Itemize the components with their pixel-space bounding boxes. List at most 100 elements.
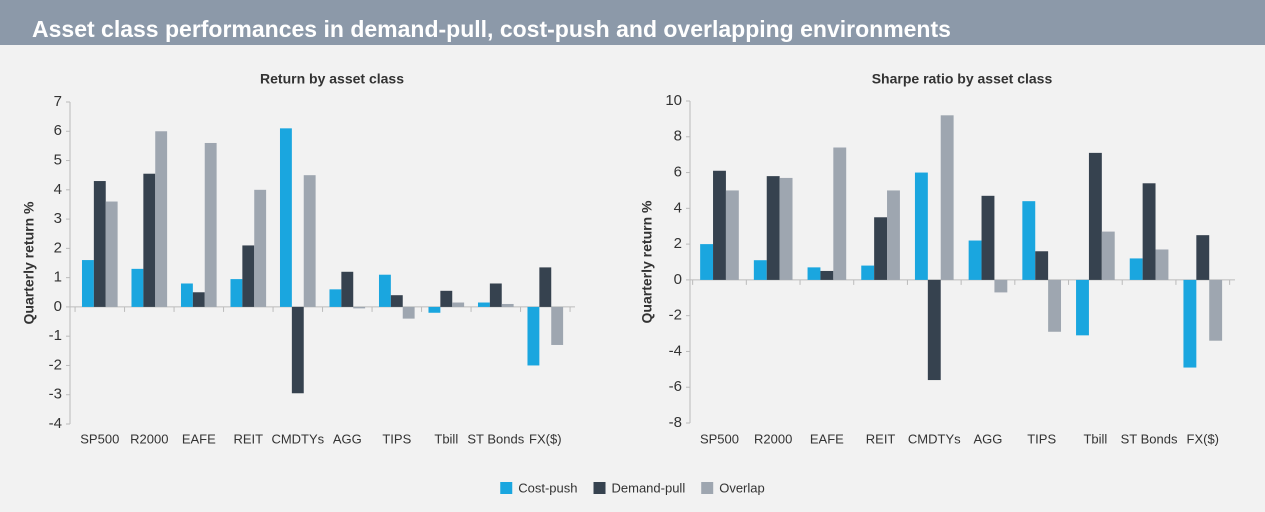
bar	[230, 279, 243, 307]
page-title: Asset class performances in demand-pull,…	[32, 16, 951, 42]
y-axis-label: Quarterly return %	[21, 201, 37, 324]
bar	[1183, 279, 1197, 368]
bar	[539, 267, 552, 307]
x-tick-label: CMDTYs	[908, 431, 961, 446]
x-tick-label: CMDTYs	[271, 431, 324, 446]
bar	[378, 274, 391, 307]
bar	[291, 306, 304, 394]
x-tick-label: Tbill	[434, 431, 458, 446]
legend-label: Demand-pull	[612, 480, 686, 495]
x-tick-label: SP500	[700, 431, 739, 446]
bar	[501, 303, 514, 307]
bar	[353, 306, 366, 309]
y-tick-label: 6	[674, 164, 682, 181]
header-bar	[0, 0, 1265, 45]
bar	[440, 290, 453, 307]
bar	[753, 260, 767, 280]
x-tick-label: FX($)	[1187, 431, 1220, 446]
bar	[402, 306, 415, 319]
bar	[820, 270, 834, 280]
bar	[477, 302, 490, 307]
x-tick-label: AGG	[974, 431, 1003, 446]
bar	[1142, 183, 1156, 280]
bar	[254, 189, 267, 307]
bar	[105, 201, 118, 307]
bar	[725, 190, 739, 280]
y-tick-label: 2	[54, 239, 62, 256]
bar	[1076, 279, 1089, 336]
y-tick-label: 0	[674, 271, 682, 288]
chart-title: Sharpe ratio by asset class	[872, 71, 1053, 87]
legend-swatch	[701, 482, 714, 494]
bar	[994, 279, 1008, 293]
bar	[887, 190, 900, 280]
bar	[833, 147, 847, 280]
y-tick-label: 8	[674, 128, 682, 145]
bar	[700, 244, 714, 280]
x-tick-label: TIPS	[382, 431, 411, 446]
bar	[131, 268, 144, 307]
y-tick-label: 1	[54, 269, 62, 286]
bar	[143, 173, 156, 307]
bar	[527, 306, 540, 366]
bar	[1196, 235, 1210, 280]
x-tick-label: ST Bonds	[467, 431, 524, 446]
y-tick-label: 5	[54, 152, 62, 169]
y-tick-label: 4	[54, 181, 62, 198]
x-tick-label: R2000	[130, 431, 168, 446]
bar	[489, 283, 502, 307]
y-tick-label: -2	[49, 356, 62, 373]
x-tick-label: REIT	[866, 431, 896, 446]
bar	[204, 142, 217, 307]
x-tick-label: Tbill	[1083, 431, 1107, 446]
y-tick-label: 6	[54, 122, 62, 139]
bar	[452, 302, 465, 307]
bar	[242, 245, 255, 307]
y-axis-label: Quarterly return %	[639, 200, 655, 323]
bar	[1101, 231, 1115, 280]
bar	[1035, 251, 1049, 280]
bar	[428, 306, 441, 313]
x-tick-label: AGG	[333, 431, 362, 446]
y-tick-label: -1	[49, 327, 62, 344]
bar	[779, 177, 793, 280]
bar	[1048, 279, 1062, 332]
y-tick-label: -8	[669, 414, 682, 431]
bar	[1129, 258, 1143, 280]
bar	[766, 176, 780, 280]
y-tick-label: -6	[669, 378, 682, 395]
y-tick-label: -4	[669, 342, 682, 359]
bar	[155, 131, 168, 307]
legend-label: Cost-push	[518, 480, 577, 495]
bar	[192, 292, 205, 307]
y-tick-label: 2	[674, 235, 682, 252]
bar	[551, 306, 564, 345]
y-tick-label: 3	[54, 210, 62, 227]
bar	[180, 283, 193, 307]
legend-swatch	[593, 482, 606, 494]
bar	[1022, 201, 1036, 280]
x-tick-label: TIPS	[1027, 431, 1056, 446]
bar	[981, 195, 995, 280]
bar	[914, 172, 928, 280]
bar	[1209, 279, 1223, 341]
y-tick-label: 7	[54, 93, 62, 110]
y-tick-label: -3	[49, 386, 62, 403]
bar	[927, 279, 941, 381]
x-tick-label: EAFE	[182, 431, 216, 446]
legend-swatch	[500, 482, 513, 494]
y-tick-label: -2	[669, 307, 682, 324]
bar	[390, 295, 403, 307]
bar	[807, 267, 821, 280]
bar	[1155, 249, 1169, 280]
bar	[303, 175, 316, 307]
x-tick-label: SP500	[80, 431, 119, 446]
bar	[341, 271, 354, 307]
bar	[713, 170, 726, 280]
bar	[93, 181, 106, 307]
y-tick-label: 4	[674, 199, 682, 216]
bar	[874, 217, 888, 280]
x-tick-label: EAFE	[810, 431, 844, 446]
bar	[940, 115, 954, 280]
